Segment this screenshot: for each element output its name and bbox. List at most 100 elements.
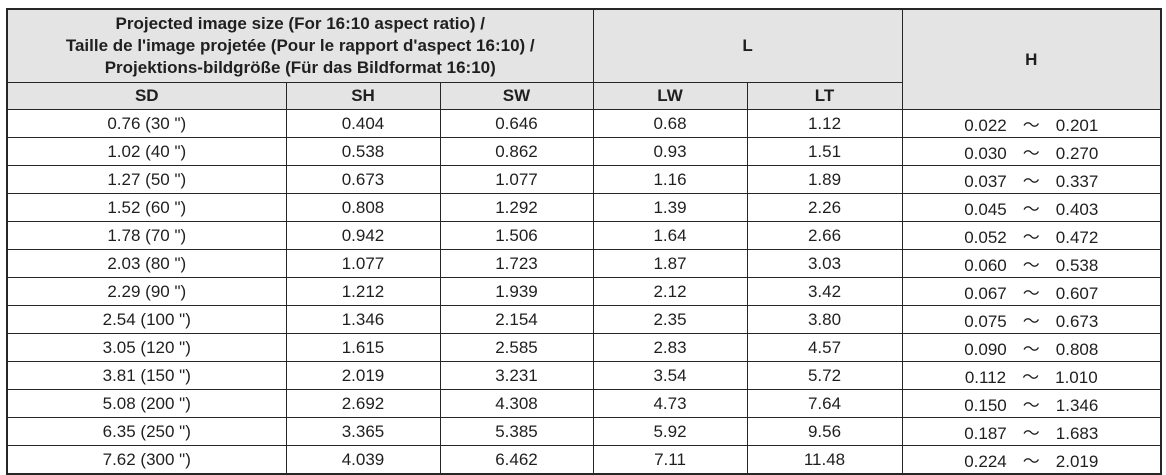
cell-sd: 1.02 (40 ") <box>6 137 287 166</box>
column-header-sh: SH <box>285 82 441 110</box>
cell-h-range: 0.112 ～ 1.010 <box>901 361 1162 390</box>
cell-lw: 1.16 <box>592 165 748 194</box>
cell-lw: 2.12 <box>592 277 748 306</box>
header-row-groups: Projected image size (For 16:10 aspect r… <box>6 8 1162 110</box>
table-row: 1.52 (60 ") 0.808 1.292 1.39 2.26 0.045 ～ 0.403 <box>6 193 1162 222</box>
h-max-value: 0.607 <box>1055 284 1099 303</box>
column-header-lt: LT <box>746 82 903 110</box>
cell-h-range: 0.045 ～ 0.403 <box>901 193 1162 222</box>
tilde-symbol: ～ <box>1022 424 1040 443</box>
cell-sh: 1.346 <box>285 305 441 334</box>
cell-sw: 4.308 <box>439 389 594 418</box>
cell-lt: 3.03 <box>746 249 903 278</box>
h-max-value: 1.683 <box>1055 424 1099 443</box>
header-title-line-de: Projektions-bildgröße (Für das Bildforma… <box>104 58 496 77</box>
cell-sw: 1.723 <box>439 249 594 278</box>
tilde-symbol: ～ <box>1022 144 1040 163</box>
table-row: 7.62 (300 ") 4.039 6.462 7.11 11.48 0.224 ～ 2.0… <box>6 445 1162 475</box>
cell-sd: 6.35 (250 ") <box>6 417 287 446</box>
h-min-value: 0.224 <box>964 452 1007 471</box>
cell-sd: 3.81 (150 ") <box>6 361 287 390</box>
header-h: H <box>901 8 1162 110</box>
cell-lw: 3.54 <box>592 361 748 390</box>
cell-sd: 1.52 (60 ") <box>6 193 287 222</box>
cell-h-range: 0.060 ～ 0.538 <box>901 249 1162 278</box>
cell-sh: 2.019 <box>285 361 441 390</box>
tilde-symbol: ～ <box>1022 116 1040 135</box>
h-min-value: 0.030 <box>964 144 1007 163</box>
cell-sh: 1.077 <box>285 249 441 278</box>
tilde-symbol: ～ <box>1022 312 1040 331</box>
cell-lt: 1.12 <box>746 109 903 138</box>
h-min-value: 0.067 <box>964 284 1007 303</box>
h-max-value: 0.270 <box>1055 144 1099 163</box>
h-min-value: 0.052 <box>964 228 1007 247</box>
cell-h-range: 0.022 ～ 0.201 <box>901 109 1162 138</box>
tilde-symbol: ～ <box>1022 172 1040 191</box>
h-max-value: 1.346 <box>1055 396 1099 415</box>
table-row: 5.08 (200 ") 2.692 4.308 4.73 7.64 0.150 ～ 1.34… <box>6 389 1162 418</box>
cell-sw: 1.292 <box>439 193 594 222</box>
cell-sh: 2.692 <box>285 389 441 418</box>
cell-lt: 1.51 <box>746 137 903 166</box>
header-l: L <box>592 8 903 83</box>
cell-lt: 4.57 <box>746 333 903 362</box>
cell-lw: 0.93 <box>592 137 748 166</box>
cell-sw: 0.862 <box>439 137 594 166</box>
table-row: 2.54 (100 ") 1.346 2.154 2.35 3.80 0.075 ～ 0.67… <box>6 305 1162 334</box>
cell-sh: 0.673 <box>285 165 441 194</box>
cell-sh: 1.212 <box>285 277 441 306</box>
h-max-value: 0.337 <box>1055 172 1099 191</box>
cell-h-range: 0.037 ～ 0.337 <box>901 165 1162 194</box>
table-row: 3.81 (150 ") 2.019 3.231 3.54 5.72 0.112 ～ 1.01… <box>6 361 1162 390</box>
cell-sh: 3.365 <box>285 417 441 446</box>
cell-sw: 6.462 <box>439 445 594 475</box>
header-row-subcolumns: SD SH SW LW LT <box>6 82 1161 110</box>
cell-lt: 3.42 <box>746 277 903 306</box>
cell-sh: 1.615 <box>285 333 441 362</box>
h-min-value: 0.037 <box>964 172 1007 191</box>
header-title-line-en: Projected image size (For 16:10 aspect r… <box>115 14 485 33</box>
tilde-symbol: ～ <box>1022 200 1040 219</box>
h-max-value: 0.403 <box>1055 200 1099 219</box>
tilde-symbol: ～ <box>1022 256 1040 275</box>
cell-lt: 7.64 <box>746 389 903 418</box>
table-row: 1.02 (40 ") 0.538 0.862 0.93 1.51 0.030 ～ 0.270 <box>6 137 1162 166</box>
cell-lw: 1.39 <box>592 193 748 222</box>
h-min-value: 0.112 <box>964 368 1007 387</box>
h-min-value: 0.022 <box>964 116 1007 135</box>
cell-sw: 1.077 <box>439 165 594 194</box>
tilde-symbol: ～ <box>1022 368 1040 387</box>
cell-sd: 3.05 (120 ") <box>6 333 287 362</box>
cell-lt: 9.56 <box>746 417 903 446</box>
h-min-value: 0.045 <box>964 200 1007 219</box>
cell-h-range: 0.030 ～ 0.270 <box>901 137 1162 166</box>
cell-sd: 2.03 (80 ") <box>6 249 287 278</box>
cell-sd: 2.54 (100 ") <box>6 305 287 334</box>
cell-h-range: 0.224 ～ 2.019 <box>901 445 1162 475</box>
cell-lw: 0.68 <box>592 109 748 138</box>
projection-size-table: Projected image size (For 16:10 aspect r… <box>6 8 1163 475</box>
h-max-value: 0.201 <box>1055 116 1099 135</box>
cell-sd: 2.29 (90 ") <box>6 277 287 306</box>
tilde-symbol: ～ <box>1022 228 1040 247</box>
cell-sw: 3.231 <box>439 361 594 390</box>
cell-lt: 2.26 <box>746 193 903 222</box>
cell-lw: 2.83 <box>592 333 748 362</box>
cell-sw: 1.939 <box>439 277 594 306</box>
column-header-sw: SW <box>439 82 594 110</box>
tilde-symbol: ～ <box>1022 340 1040 359</box>
cell-sh: 0.538 <box>285 137 441 166</box>
cell-h-range: 0.052 ～ 0.472 <box>901 221 1162 250</box>
table-row: 0.76 (30 ") 0.404 0.646 0.68 1.12 0.022 ～ 0.201 <box>6 109 1162 138</box>
cell-sh: 0.404 <box>285 109 441 138</box>
cell-sd: 1.78 (70 ") <box>6 221 287 250</box>
cell-lw: 5.92 <box>592 417 748 446</box>
cell-sw: 1.506 <box>439 221 594 250</box>
cell-sh: 4.039 <box>285 445 441 475</box>
h-min-value: 0.075 <box>964 312 1007 331</box>
cell-sh: 0.942 <box>285 221 441 250</box>
cell-sh: 0.808 <box>285 193 441 222</box>
table-row: 1.78 (70 ") 0.942 1.506 1.64 2.66 0.052 ～ 0.472 <box>6 221 1162 250</box>
h-max-value: 0.538 <box>1055 256 1099 275</box>
